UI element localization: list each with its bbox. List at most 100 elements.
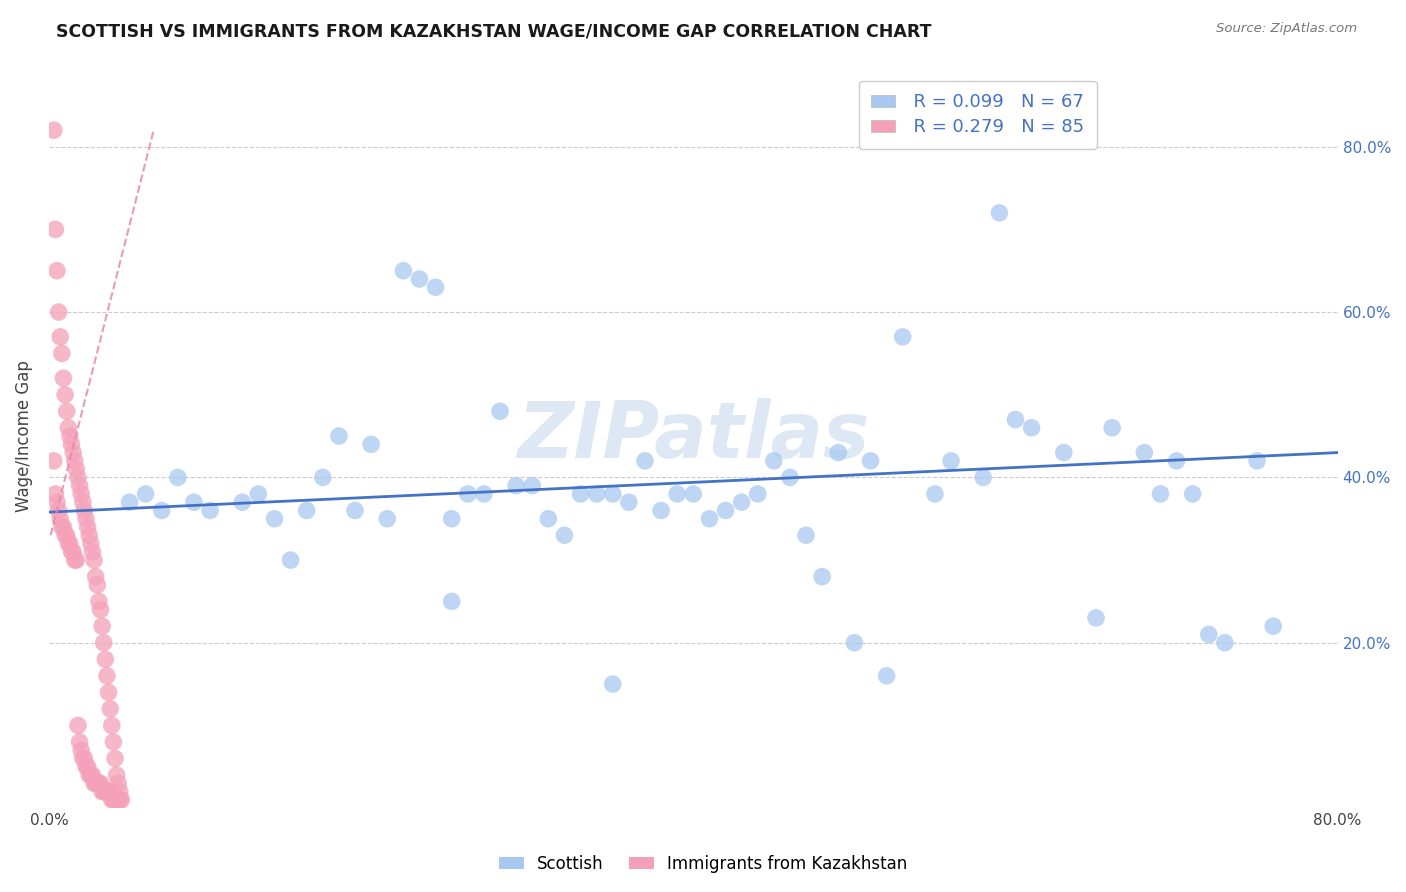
- Point: [295, 503, 318, 517]
- Text: ZIPatlas: ZIPatlas: [517, 398, 869, 474]
- Point: [617, 495, 640, 509]
- Point: [602, 487, 624, 501]
- Legend:   R = 0.099   N = 67,   R = 0.279   N = 85: R = 0.099 N = 67, R = 0.279 N = 85: [859, 80, 1097, 149]
- Point: [375, 512, 398, 526]
- Point: [344, 503, 367, 517]
- Point: [91, 784, 114, 798]
- Point: [94, 652, 117, 666]
- Point: [360, 437, 382, 451]
- Point: [1149, 487, 1171, 501]
- Point: [489, 404, 512, 418]
- Point: [75, 760, 97, 774]
- Point: [52, 371, 75, 385]
- Point: [1181, 487, 1204, 501]
- Point: [762, 454, 785, 468]
- Point: [86, 776, 108, 790]
- Point: [876, 669, 898, 683]
- Point: [60, 437, 83, 451]
- Point: [42, 123, 65, 137]
- Point: [1166, 454, 1188, 468]
- Point: [666, 487, 689, 501]
- Point: [93, 636, 115, 650]
- Text: SCOTTISH VS IMMIGRANTS FROM KAZAKHSTAN WAGE/INCOME GAP CORRELATION CHART: SCOTTISH VS IMMIGRANTS FROM KAZAKHSTAN W…: [56, 22, 932, 40]
- Point: [53, 388, 76, 402]
- Point: [107, 793, 129, 807]
- Point: [44, 487, 66, 501]
- Point: [70, 487, 93, 501]
- Point: [59, 536, 82, 550]
- Point: [49, 512, 72, 526]
- Text: Source: ZipAtlas.com: Source: ZipAtlas.com: [1216, 22, 1357, 36]
- Point: [972, 470, 994, 484]
- Point: [101, 793, 124, 807]
- Point: [183, 495, 205, 509]
- Point: [76, 520, 98, 534]
- Point: [1246, 454, 1268, 468]
- Point: [924, 487, 946, 501]
- Point: [328, 429, 350, 443]
- Point: [44, 222, 66, 236]
- Point: [569, 487, 592, 501]
- Point: [1085, 611, 1108, 625]
- Point: [231, 495, 253, 509]
- Point: [585, 487, 607, 501]
- Point: [83, 553, 105, 567]
- Point: [859, 454, 882, 468]
- Point: [63, 553, 86, 567]
- Point: [93, 784, 115, 798]
- Point: [457, 487, 479, 501]
- Point: [101, 718, 124, 732]
- Point: [779, 470, 801, 484]
- Point: [84, 569, 107, 583]
- Point: [46, 495, 69, 509]
- Point: [80, 768, 103, 782]
- Point: [51, 346, 73, 360]
- Point: [1053, 445, 1076, 459]
- Point: [87, 594, 110, 608]
- Point: [1198, 627, 1220, 641]
- Point: [747, 487, 769, 501]
- Point: [94, 784, 117, 798]
- Point: [105, 793, 128, 807]
- Point: [794, 528, 817, 542]
- Point: [91, 619, 114, 633]
- Point: [891, 330, 914, 344]
- Point: [440, 594, 463, 608]
- Point: [98, 702, 121, 716]
- Point: [65, 553, 87, 567]
- Point: [52, 520, 75, 534]
- Point: [522, 478, 544, 492]
- Point: [89, 776, 111, 790]
- Y-axis label: Wage/Income Gap: Wage/Income Gap: [15, 360, 32, 512]
- Point: [55, 528, 77, 542]
- Point: [1101, 421, 1123, 435]
- Point: [1213, 636, 1236, 650]
- Point: [58, 536, 80, 550]
- Point: [312, 470, 335, 484]
- Point: [939, 454, 962, 468]
- Point: [58, 421, 80, 435]
- Point: [103, 793, 125, 807]
- Point: [87, 776, 110, 790]
- Point: [70, 743, 93, 757]
- Point: [66, 470, 89, 484]
- Point: [48, 503, 70, 517]
- Point: [730, 495, 752, 509]
- Point: [537, 512, 560, 526]
- Point: [150, 503, 173, 517]
- Point: [118, 495, 141, 509]
- Point: [73, 503, 96, 517]
- Point: [80, 536, 103, 550]
- Point: [1021, 421, 1043, 435]
- Point: [77, 528, 100, 542]
- Point: [553, 528, 575, 542]
- Point: [650, 503, 672, 517]
- Point: [62, 445, 84, 459]
- Point: [77, 768, 100, 782]
- Point: [408, 272, 430, 286]
- Point: [48, 305, 70, 319]
- Point: [634, 454, 657, 468]
- Point: [263, 512, 285, 526]
- Point: [72, 495, 94, 509]
- Point: [1263, 619, 1285, 633]
